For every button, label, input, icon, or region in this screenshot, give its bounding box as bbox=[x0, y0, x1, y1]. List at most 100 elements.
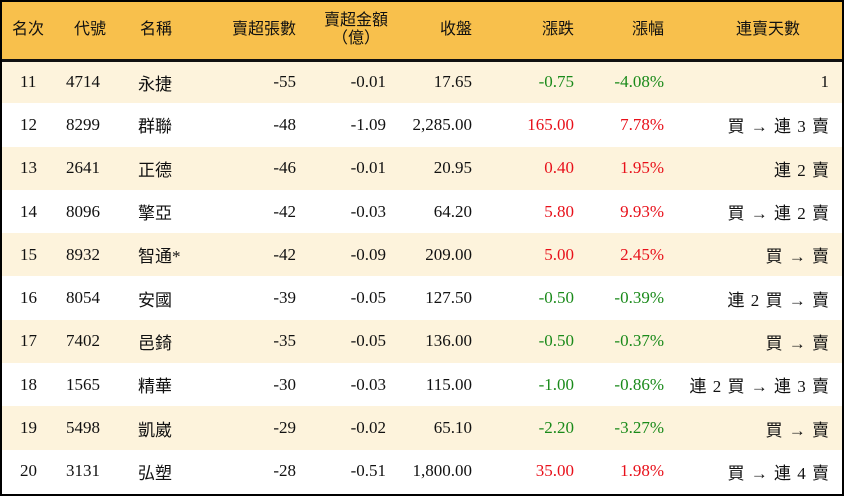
cell-code[interactable]: 8054 bbox=[66, 288, 100, 308]
header-net-sell-amount-unit: （億） bbox=[331, 30, 380, 48]
cell-name[interactable]: 正德 bbox=[138, 160, 172, 180]
cell-name[interactable]: 擎亞 bbox=[138, 204, 172, 224]
cell-close: 65.10 bbox=[433, 418, 472, 438]
cell-change-pct: 9.93% bbox=[620, 201, 664, 221]
cell-close: 136.00 bbox=[425, 331, 472, 351]
table-row[interactable]: 18 1565 精華 -30 -0.03 115.00 -1.00 -0.86%… bbox=[2, 363, 842, 407]
cell-change-pct: 7.78% bbox=[620, 114, 664, 134]
cell-code[interactable]: 3131 bbox=[66, 461, 100, 481]
cell-streak: 連 2 賣 bbox=[774, 160, 830, 180]
cell-change: 5.00 bbox=[544, 244, 574, 264]
cell-code[interactable]: 8299 bbox=[66, 114, 100, 134]
cell-streak: 1 bbox=[820, 72, 830, 92]
cell-change: -1.00 bbox=[538, 374, 574, 394]
table-row[interactable]: 12 8299 群聯 -48 -1.09 2,285.00 165.00 7.7… bbox=[2, 103, 842, 147]
table-row[interactable]: 20 3131 弘塑 -28 -0.51 1,800.00 35.00 1.98… bbox=[2, 449, 842, 493]
cell-rank: 13 bbox=[20, 158, 37, 178]
cell-name[interactable]: 永捷 bbox=[138, 74, 172, 94]
cell-streak: 買 → 賣 bbox=[765, 420, 830, 440]
cell-close: 20.95 bbox=[433, 158, 472, 178]
cell-close: 115.00 bbox=[425, 374, 472, 394]
table-row[interactable]: 19 5498 凱崴 -29 -0.02 65.10 -2.20 -3.27% … bbox=[2, 406, 842, 450]
cell-change: 5.80 bbox=[544, 201, 574, 221]
cell-streak: 買 → 連 4 賣 bbox=[727, 463, 830, 483]
cell-net-sell-amount: -0.05 bbox=[350, 331, 386, 351]
cell-change: 35.00 bbox=[535, 461, 574, 481]
cell-change-pct: -0.86% bbox=[614, 374, 664, 394]
cell-net-sell-lots: -55 bbox=[273, 72, 296, 92]
cell-code[interactable]: 8096 bbox=[66, 201, 100, 221]
table-header-row: 名次 代號 名稱 賣超張數 賣超金額 （億） 收盤 漲跌 漲幅 連賣天數 bbox=[2, 2, 842, 62]
cell-net-sell-lots: -30 bbox=[273, 374, 296, 394]
cell-change-pct: 1.95% bbox=[620, 158, 664, 178]
cell-change: 0.40 bbox=[544, 158, 574, 178]
cell-close: 127.50 bbox=[425, 288, 472, 308]
cell-name[interactable]: 凱崴 bbox=[138, 420, 172, 440]
cell-rank: 12 bbox=[20, 114, 37, 134]
cell-streak: 買 → 賣 bbox=[765, 333, 830, 353]
cell-net-sell-amount: -0.05 bbox=[350, 288, 386, 308]
cell-name[interactable]: 安國 bbox=[138, 290, 172, 310]
cell-close: 2,285.00 bbox=[412, 114, 473, 134]
table-row[interactable]: 14 8096 擎亞 -42 -0.03 64.20 5.80 9.93% 買 … bbox=[2, 189, 842, 234]
table-row[interactable]: 11 4714 永捷 -55 -0.01 17.65 -0.75 -4.08% … bbox=[2, 60, 842, 104]
cell-rank: 17 bbox=[20, 331, 37, 351]
cell-rank: 18 bbox=[20, 374, 37, 394]
cell-change: -0.50 bbox=[538, 331, 574, 351]
cell-net-sell-lots: -35 bbox=[273, 331, 296, 351]
table-row[interactable]: 15 8932 智通* -42 -0.09 209.00 5.00 2.45% … bbox=[2, 233, 842, 277]
cell-name[interactable]: 智通* bbox=[138, 247, 181, 267]
cell-change-pct: -0.39% bbox=[614, 288, 664, 308]
cell-net-sell-lots: -46 bbox=[273, 158, 296, 178]
cell-net-sell-amount: -0.51 bbox=[350, 461, 386, 481]
cell-code[interactable]: 8932 bbox=[66, 244, 100, 264]
cell-streak: 連 2 買 → 賣 bbox=[727, 290, 830, 310]
table-row[interactable]: 13 2641 正德 -46 -0.01 20.95 0.40 1.95% 連 … bbox=[2, 146, 842, 190]
cell-name[interactable]: 精華 bbox=[138, 377, 172, 397]
cell-rank: 20 bbox=[20, 461, 37, 481]
cell-change: -2.20 bbox=[538, 418, 574, 438]
header-name[interactable]: 名稱 bbox=[130, 2, 210, 62]
header-rank[interactable]: 名次 bbox=[2, 2, 60, 62]
cell-close: 17.65 bbox=[433, 72, 472, 92]
cell-change-pct: -0.37% bbox=[614, 331, 664, 351]
cell-change-pct: -4.08% bbox=[614, 72, 664, 92]
cell-close: 1,800.00 bbox=[412, 461, 473, 481]
cell-code[interactable]: 5498 bbox=[66, 418, 100, 438]
cell-close: 64.20 bbox=[433, 201, 472, 221]
cell-net-sell-amount: -0.09 bbox=[350, 244, 386, 264]
header-net-sell-amount[interactable]: 賣超金額 （億） bbox=[296, 2, 392, 62]
cell-streak: 買 → 賣 bbox=[765, 247, 830, 267]
table-row[interactable]: 16 8054 安國 -39 -0.05 127.50 -0.50 -0.39%… bbox=[2, 276, 842, 320]
cell-rank: 19 bbox=[20, 418, 37, 438]
cell-name[interactable]: 邑錡 bbox=[138, 333, 172, 353]
cell-name[interactable]: 弘塑 bbox=[138, 463, 172, 483]
cell-change: 165.00 bbox=[527, 114, 574, 134]
table-body: 11 4714 永捷 -55 -0.01 17.65 -0.75 -4.08% … bbox=[2, 60, 842, 493]
cell-code[interactable]: 2641 bbox=[66, 158, 100, 178]
header-change-pct[interactable]: 漲幅 bbox=[580, 2, 670, 62]
cell-name[interactable]: 群聯 bbox=[138, 117, 172, 137]
header-close[interactable]: 收盤 bbox=[392, 2, 490, 62]
header-code[interactable]: 代號 bbox=[60, 2, 130, 62]
cell-close: 209.00 bbox=[425, 244, 472, 264]
cell-net-sell-amount: -1.09 bbox=[350, 114, 386, 134]
cell-rank: 15 bbox=[20, 244, 37, 264]
table-row[interactable]: 17 7402 邑錡 -35 -0.05 136.00 -0.50 -0.37%… bbox=[2, 319, 842, 364]
cell-change: -0.50 bbox=[538, 288, 574, 308]
cell-code[interactable]: 1565 bbox=[66, 374, 100, 394]
header-change[interactable]: 漲跌 bbox=[490, 2, 580, 62]
cell-net-sell-lots: -28 bbox=[273, 461, 296, 481]
cell-rank: 14 bbox=[20, 201, 37, 221]
cell-rank: 16 bbox=[20, 288, 37, 308]
cell-net-sell-lots: -42 bbox=[273, 244, 296, 264]
header-streak[interactable]: 連賣天數 bbox=[670, 2, 842, 62]
header-net-sell-lots[interactable]: 賣超張數 bbox=[210, 2, 296, 62]
cell-net-sell-lots: -29 bbox=[273, 418, 296, 438]
cell-code[interactable]: 7402 bbox=[66, 331, 100, 351]
cell-net-sell-amount: -0.02 bbox=[350, 418, 386, 438]
cell-code[interactable]: 4714 bbox=[66, 72, 100, 92]
cell-streak: 連 2 買 → 連 3 賣 bbox=[689, 377, 830, 397]
